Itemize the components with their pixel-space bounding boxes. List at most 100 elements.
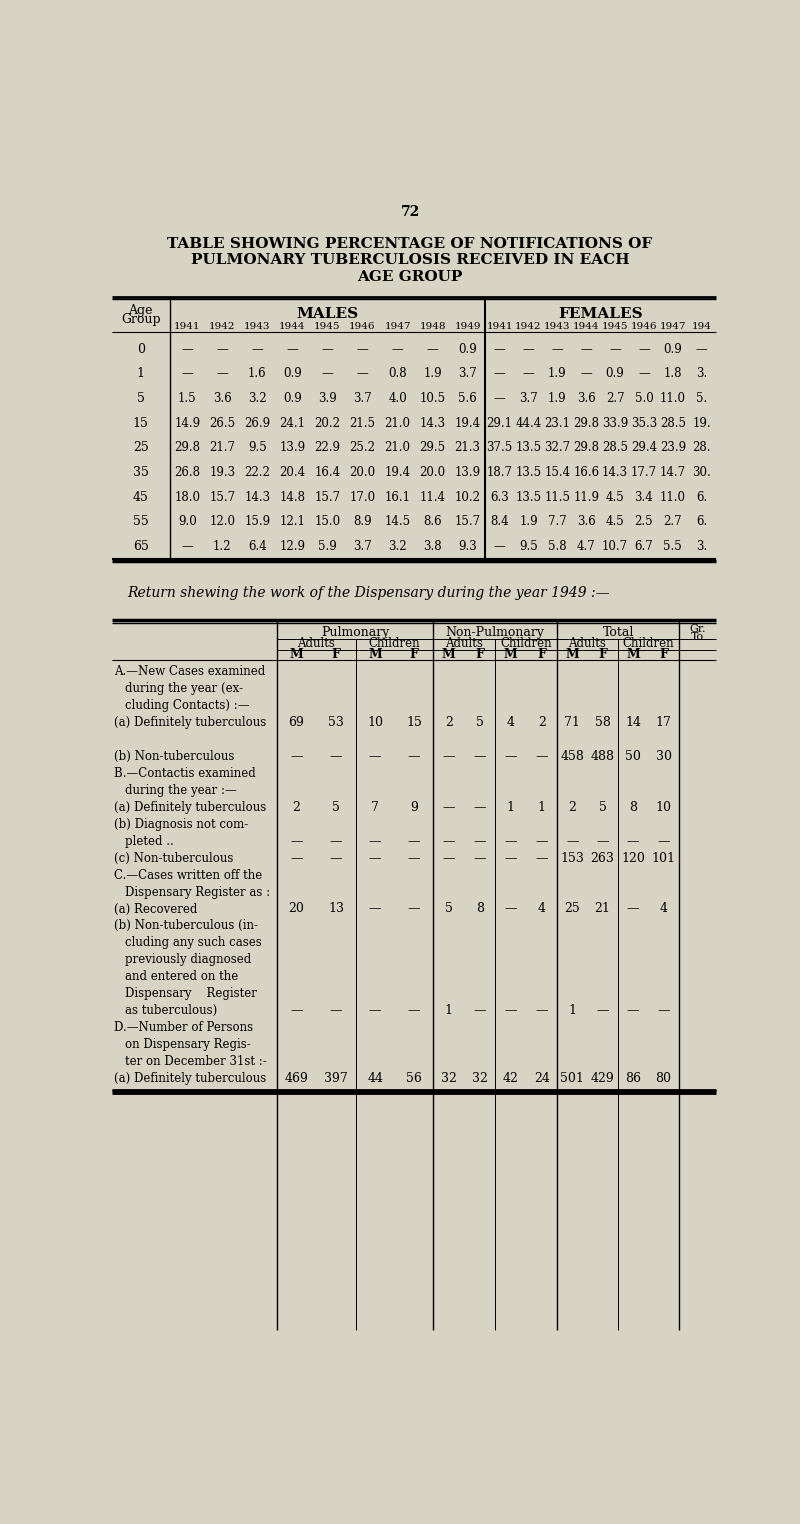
- Text: —: —: [408, 902, 420, 916]
- Text: 0.8: 0.8: [388, 367, 407, 381]
- Text: Adults: Adults: [298, 637, 335, 649]
- Text: 65: 65: [133, 539, 149, 553]
- Text: —: —: [369, 902, 382, 916]
- Text: —: —: [369, 1004, 382, 1017]
- Text: —: —: [596, 1004, 609, 1017]
- Text: —: —: [638, 367, 650, 381]
- Text: 56: 56: [406, 1071, 422, 1085]
- Text: 1946: 1946: [350, 322, 376, 331]
- Text: 14.5: 14.5: [385, 515, 410, 529]
- Text: 3.2: 3.2: [388, 539, 407, 553]
- Text: cluding Contacts) :—: cluding Contacts) :—: [125, 700, 250, 712]
- Text: 20.0: 20.0: [350, 466, 375, 479]
- Text: 35: 35: [133, 466, 149, 479]
- Text: ter on December 31st :-: ter on December 31st :-: [125, 1055, 266, 1068]
- Text: 44: 44: [367, 1071, 383, 1085]
- Text: —: —: [426, 343, 438, 355]
- Text: —: —: [369, 750, 382, 764]
- Text: 3.: 3.: [696, 539, 707, 553]
- Text: 429: 429: [590, 1071, 614, 1085]
- Text: 13.9: 13.9: [279, 442, 306, 454]
- Text: 21.0: 21.0: [385, 416, 410, 430]
- Text: 23.9: 23.9: [660, 442, 686, 454]
- Text: 35.3: 35.3: [631, 416, 657, 430]
- Text: 101: 101: [652, 852, 676, 864]
- Text: 17.7: 17.7: [631, 466, 657, 479]
- Text: 0.9: 0.9: [663, 343, 682, 355]
- Text: —: —: [505, 852, 517, 864]
- Text: 29.8: 29.8: [174, 442, 200, 454]
- Text: 21.3: 21.3: [454, 442, 481, 454]
- Text: pleted ..: pleted ..: [125, 835, 174, 847]
- Text: 26.5: 26.5: [210, 416, 235, 430]
- Text: —: —: [442, 750, 455, 764]
- Text: 1: 1: [568, 1004, 576, 1017]
- Text: 14.3: 14.3: [419, 416, 446, 430]
- Text: 6.3: 6.3: [490, 491, 509, 503]
- Text: M: M: [626, 648, 640, 660]
- Text: 15: 15: [133, 416, 149, 430]
- Text: 25: 25: [133, 442, 149, 454]
- Text: —: —: [494, 539, 506, 553]
- Text: —: —: [522, 367, 534, 381]
- Text: 1.2: 1.2: [213, 539, 231, 553]
- Text: Total: Total: [602, 626, 634, 639]
- Text: previously diagnosed: previously diagnosed: [125, 954, 251, 966]
- Text: M: M: [290, 648, 303, 660]
- Text: 13.5: 13.5: [515, 442, 542, 454]
- Text: —: —: [322, 367, 334, 381]
- Text: 1944: 1944: [279, 322, 306, 331]
- Text: 2: 2: [445, 716, 453, 728]
- Text: A.—New Cases examined: A.—New Cases examined: [114, 666, 266, 678]
- Text: 14.3: 14.3: [602, 466, 628, 479]
- Text: —: —: [408, 835, 420, 847]
- Text: 10.5: 10.5: [419, 392, 446, 405]
- Text: 1942: 1942: [515, 322, 542, 331]
- Text: 5: 5: [476, 716, 484, 728]
- Text: 32: 32: [472, 1071, 488, 1085]
- Text: —: —: [251, 343, 263, 355]
- Text: 3.7: 3.7: [519, 392, 538, 405]
- Text: 5.8: 5.8: [548, 539, 566, 553]
- Text: 13.9: 13.9: [454, 466, 481, 479]
- Text: 24: 24: [534, 1071, 550, 1085]
- Text: 5: 5: [445, 902, 453, 916]
- Text: 18.7: 18.7: [486, 466, 513, 479]
- Text: 458: 458: [561, 750, 584, 764]
- Text: (c) Non-tuberculous: (c) Non-tuberculous: [114, 852, 234, 864]
- Text: —: —: [330, 1004, 342, 1017]
- Text: FEMALES: FEMALES: [558, 306, 643, 320]
- Text: —: —: [392, 343, 403, 355]
- Text: Children: Children: [622, 637, 674, 649]
- Text: —: —: [505, 835, 517, 847]
- Text: 3.7: 3.7: [353, 539, 372, 553]
- Text: 15.0: 15.0: [314, 515, 341, 529]
- Text: 1.9: 1.9: [548, 367, 566, 381]
- Text: —: —: [580, 367, 592, 381]
- Text: 17: 17: [656, 716, 671, 728]
- Text: —: —: [638, 343, 650, 355]
- Text: (b) Non-tuberculous: (b) Non-tuberculous: [114, 750, 234, 764]
- Text: 69: 69: [289, 716, 304, 728]
- Text: 16.4: 16.4: [314, 466, 341, 479]
- Text: 20.4: 20.4: [279, 466, 306, 479]
- Text: 1: 1: [506, 800, 514, 814]
- Text: 28.5: 28.5: [602, 442, 628, 454]
- Text: 4: 4: [660, 902, 668, 916]
- Text: 29.4: 29.4: [631, 442, 657, 454]
- Text: 1947: 1947: [384, 322, 411, 331]
- Text: F: F: [475, 648, 484, 660]
- Text: cluding any such cases: cluding any such cases: [125, 936, 262, 949]
- Text: Non-Pulmonary: Non-Pulmonary: [446, 626, 545, 639]
- Text: 0.9: 0.9: [283, 367, 302, 381]
- Text: Dispensary    Register: Dispensary Register: [125, 988, 257, 1000]
- Text: 14: 14: [625, 716, 641, 728]
- Text: 2: 2: [293, 800, 301, 814]
- Text: 488: 488: [590, 750, 614, 764]
- Text: during the year :—: during the year :—: [125, 783, 237, 797]
- Text: 3.7: 3.7: [458, 367, 477, 381]
- Text: 12.9: 12.9: [279, 539, 306, 553]
- Text: 12.0: 12.0: [210, 515, 235, 529]
- Text: —: —: [474, 750, 486, 764]
- Text: F: F: [598, 648, 607, 660]
